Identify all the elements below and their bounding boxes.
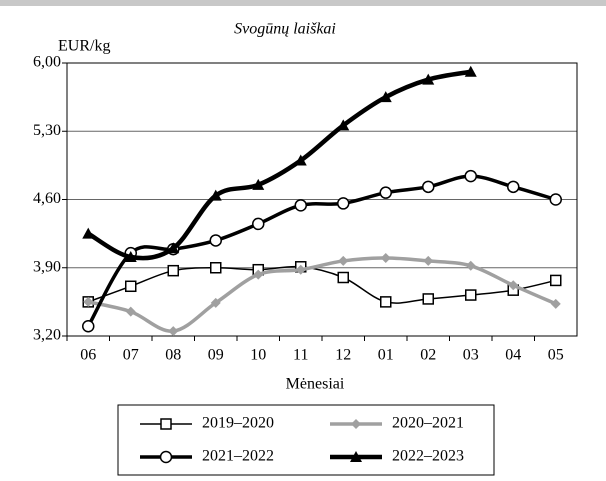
y-tick-label: 3,20: [33, 327, 61, 344]
marker: [380, 296, 392, 308]
x-axis-label: Mėnesiai: [286, 376, 345, 393]
marker: [125, 280, 137, 293]
marker: [253, 269, 264, 280]
marker: [338, 255, 349, 266]
marker: [167, 242, 180, 254]
marker: [379, 186, 392, 199]
marker: [379, 91, 392, 103]
marker: [124, 251, 137, 263]
marker: [295, 264, 306, 275]
marker: [209, 189, 222, 201]
x-tick-label: 01: [378, 347, 394, 364]
marker: [83, 296, 94, 307]
x-tick-label: 11: [293, 347, 308, 364]
legend-label: 2019–2020: [202, 415, 274, 432]
marker: [422, 73, 435, 85]
marker: [160, 418, 172, 430]
marker: [351, 419, 361, 429]
x-tick-label: 08: [165, 347, 181, 364]
marker: [464, 169, 477, 183]
marker: [508, 280, 519, 291]
top-strip: [0, 0, 606, 6]
marker: [252, 217, 265, 231]
legend-label: 2022–2023: [392, 448, 464, 465]
y-axis-label: EUR/kg: [58, 38, 110, 55]
marker: [337, 271, 349, 284]
y-tick-label: 5,30: [33, 122, 61, 139]
marker: [168, 326, 179, 337]
y-tick-label: 6,00: [33, 54, 61, 71]
legend-box: [117, 404, 495, 476]
marker: [159, 450, 173, 464]
marker: [550, 298, 561, 309]
marker: [464, 65, 477, 77]
marker: [82, 227, 95, 239]
legend-label: 2020–2021: [392, 415, 464, 432]
marker: [82, 320, 95, 333]
x-tick-label: 10: [250, 347, 266, 364]
marker: [380, 253, 391, 263]
chart-title: Svogūnų laiškai: [234, 21, 336, 38]
marker: [294, 199, 307, 212]
marker: [465, 260, 476, 271]
marker: [423, 255, 434, 266]
marker: [350, 451, 362, 462]
x-tick-label: 02: [420, 347, 436, 364]
marker: [549, 193, 562, 206]
marker: [337, 119, 350, 131]
marker: [167, 264, 179, 277]
marker: [252, 178, 265, 190]
x-tick-label: 07: [123, 347, 139, 364]
marker: [337, 197, 350, 210]
x-tick-label: 03: [463, 347, 479, 364]
marker: [422, 180, 435, 194]
marker: [507, 180, 520, 194]
marker: [210, 297, 221, 308]
marker: [550, 274, 562, 287]
x-tick-label: 05: [548, 347, 564, 364]
x-tick-label: 12: [335, 347, 351, 364]
y-tick-label: 4,60: [33, 190, 61, 207]
series-line: [87, 69, 472, 261]
marker: [422, 293, 434, 305]
marker: [125, 306, 136, 317]
marker: [210, 262, 222, 274]
marker: [465, 289, 477, 301]
x-tick-label: 06: [80, 347, 96, 364]
x-tick-label: 09: [208, 347, 224, 364]
x-tick-label: 04: [505, 347, 521, 364]
marker: [209, 234, 222, 247]
marker: [294, 154, 307, 166]
y-tick-label: 3,90: [33, 258, 61, 275]
legend-label: 2021–2022: [202, 448, 274, 465]
